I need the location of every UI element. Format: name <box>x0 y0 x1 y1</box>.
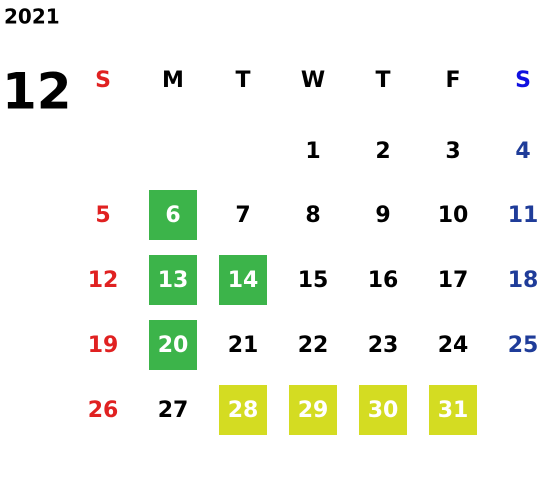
day: 3 <box>445 139 460 164</box>
year: 2021 <box>4 5 60 29</box>
day: 7 <box>235 203 250 228</box>
day: 2 <box>375 139 390 164</box>
day: 4 <box>515 139 530 164</box>
day: 8 <box>305 203 320 228</box>
day-highlight <box>219 255 267 305</box>
day: 5 <box>95 203 110 228</box>
day: 29 <box>298 398 329 423</box>
weekday-header: T <box>235 68 250 93</box>
day: 25 <box>508 333 539 358</box>
day-highlight <box>149 255 197 305</box>
weekday-header: M <box>162 68 184 93</box>
day: 17 <box>438 268 469 293</box>
day: 18 <box>508 268 539 293</box>
day: 30 <box>368 398 399 423</box>
weekday-header: S <box>515 68 531 93</box>
day: 9 <box>375 203 390 228</box>
weekday-header: W <box>301 68 325 93</box>
day: 23 <box>368 333 399 358</box>
weekday-header: T <box>375 68 390 93</box>
day: 13 <box>158 268 189 293</box>
day: 10 <box>438 203 469 228</box>
day-highlight <box>219 385 267 435</box>
day: 31 <box>438 398 469 423</box>
day: 14 <box>228 268 259 293</box>
day-highlight <box>359 385 407 435</box>
day: 1 <box>305 139 320 164</box>
day: 28 <box>228 398 259 423</box>
day: 15 <box>298 268 329 293</box>
day: 22 <box>298 333 329 358</box>
day-highlight <box>429 385 477 435</box>
day-highlight <box>149 190 197 240</box>
weekday-header: F <box>445 68 460 93</box>
day: 19 <box>88 333 119 358</box>
day: 20 <box>158 333 189 358</box>
day: 24 <box>438 333 469 358</box>
day: 11 <box>508 203 539 228</box>
day: 26 <box>88 398 119 423</box>
day: 6 <box>165 203 180 228</box>
weekday-header: S <box>95 68 111 93</box>
day-highlight <box>289 385 337 435</box>
day: 12 <box>88 268 119 293</box>
day: 16 <box>368 268 399 293</box>
month: 12 <box>2 63 72 121</box>
day-highlight <box>149 320 197 370</box>
day: 21 <box>228 333 259 358</box>
day: 27 <box>158 398 189 423</box>
